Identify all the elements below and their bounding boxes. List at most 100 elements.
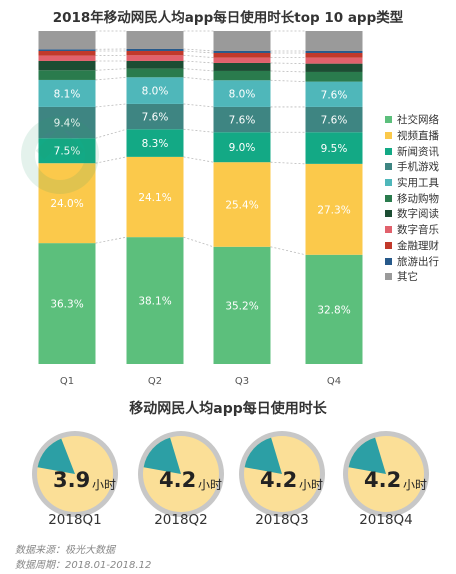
- data-label: 24.1%: [138, 192, 171, 204]
- legend-item: 旅游出行: [385, 253, 439, 269]
- bar-segment: [126, 237, 184, 364]
- connector-line: [95, 76, 127, 81]
- bar-segment: [38, 31, 96, 50]
- legend-label: 移动购物: [397, 192, 439, 205]
- connector-line: [95, 236, 127, 244]
- donut-category-label: 2018Q4: [359, 512, 413, 528]
- connector-line: [183, 156, 214, 163]
- chart-legend: 社交网络 视频直播 新闻资讯 手机游戏 实用工具 移动购物 数字阅读 数字音乐 …: [385, 112, 439, 285]
- legend-item: 社交网络: [385, 112, 439, 128]
- bar-segment: [38, 138, 96, 164]
- donut-graphic: [32, 431, 118, 517]
- legend-label: 数字音乐: [397, 224, 439, 237]
- bar-segment: [305, 71, 363, 82]
- donut-category-label: 2018Q3: [255, 512, 309, 528]
- data-label: 7.6%: [142, 112, 169, 124]
- data-label: 35.2%: [225, 300, 258, 312]
- donut-slice: [143, 437, 181, 474]
- data-label: 38.1%: [138, 296, 171, 308]
- data-period: 数据周期：2018.01-2018.12: [15, 560, 152, 571]
- connector-line: [183, 48, 214, 52]
- bar-segment: [305, 31, 363, 51]
- bar-segment: [126, 31, 184, 49]
- connector-line: [183, 236, 214, 248]
- bar-segment: [126, 48, 184, 51]
- bar-segment: [305, 132, 363, 164]
- data-label: 25.4%: [225, 199, 258, 211]
- x-tick-label: Q2: [148, 376, 162, 387]
- legend-item: 数字阅读: [385, 206, 439, 222]
- connector-line: [270, 161, 306, 165]
- connector-line: [183, 103, 214, 108]
- bar-segment: [213, 70, 271, 81]
- connector-line: [270, 79, 306, 83]
- bar-segment: [38, 106, 96, 139]
- legend-swatch: [385, 147, 392, 155]
- data-label: 36.3%: [50, 299, 83, 311]
- donut-slice: [348, 437, 386, 474]
- legend-item: 实用工具: [385, 175, 439, 191]
- x-tick-label: Q3: [235, 376, 249, 387]
- bar-segment: [213, 106, 271, 133]
- data-label: 24.0%: [50, 198, 83, 210]
- donut-unit: 小时: [198, 478, 223, 492]
- bar-segment: [126, 103, 184, 130]
- legend-item: 数字音乐: [385, 222, 439, 238]
- connector-line: [270, 246, 306, 256]
- bar-segment: [38, 243, 96, 364]
- data-label: 27.3%: [317, 204, 350, 216]
- bar-segment: [126, 156, 184, 238]
- legend-item: 新闻资讯: [385, 143, 439, 159]
- legend-item: 其它: [385, 269, 439, 285]
- legend-item: 视频直播: [385, 128, 439, 144]
- connector-line: [95, 128, 127, 139]
- legend-swatch: [385, 210, 392, 218]
- legend-swatch: [385, 226, 392, 234]
- data-label: 8.0%: [142, 86, 169, 98]
- legend-swatch: [385, 273, 392, 281]
- connector-line: [183, 76, 214, 81]
- bar-segment: [305, 81, 363, 107]
- x-tick-label: Q4: [327, 376, 341, 387]
- bar-segment: [305, 106, 363, 133]
- legend-label: 社交网络: [397, 114, 439, 127]
- connector-line: [270, 62, 306, 65]
- connector-line: [183, 50, 214, 54]
- donut-graphic: [343, 431, 429, 517]
- donut-category-label: 2018Q1: [48, 512, 102, 528]
- donut-value: 4.2: [364, 468, 402, 492]
- bar-segment: [38, 60, 96, 71]
- data-label: 9.5%: [321, 143, 348, 155]
- bar-segment: [213, 80, 271, 107]
- donut-graphic: [138, 431, 224, 517]
- legend-item: 手机游戏: [385, 159, 439, 175]
- bar-segment: [213, 62, 271, 71]
- data-label: 7.5%: [54, 146, 81, 158]
- legend-swatch: [385, 132, 392, 140]
- donut-category-label: 2018Q2: [154, 512, 208, 528]
- connector-line: [95, 68, 127, 71]
- donut-section-title: 移动网民人均app每日使用时长: [129, 401, 327, 417]
- data-source: 数据来源：极光大数据: [15, 545, 115, 556]
- bar-segment: [126, 77, 184, 104]
- legend-label: 数字阅读: [397, 208, 439, 221]
- donut-unit: 小时: [92, 478, 117, 492]
- legend-swatch: [385, 163, 392, 171]
- legend-label: 其它: [397, 271, 418, 284]
- connector-line: [183, 68, 214, 72]
- stacked-bar-chart: 36.3% 24.0% 7.5% 9.4% 8.1% Q1 38.1% 24.1% 8.3% 7.…: [38, 30, 363, 387]
- data-label: 7.6%: [321, 115, 348, 127]
- bar-segment: [213, 132, 271, 163]
- donut-value: 4.2: [159, 468, 197, 492]
- chart-title: 2018年移动网民人均app每日使用时长top 10 app类型: [52, 10, 404, 26]
- legend-label: 金融理财: [397, 239, 439, 252]
- connector-line: [183, 60, 214, 64]
- donut-slice: [244, 437, 282, 474]
- donut-value: 3.9: [53, 468, 91, 492]
- bar-segment: [305, 254, 363, 364]
- bar-segment: [126, 60, 184, 69]
- legend-swatch: [385, 241, 392, 249]
- legend-label: 视频直播: [397, 130, 439, 143]
- bar-segment: [38, 79, 96, 107]
- legend-item: 金融理财: [385, 238, 439, 254]
